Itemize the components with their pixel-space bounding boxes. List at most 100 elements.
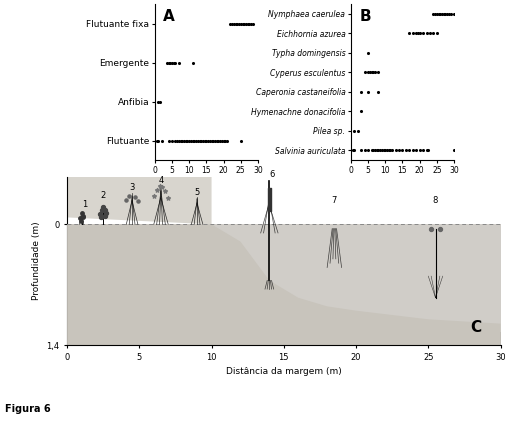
Point bbox=[150, 192, 158, 199]
Point bbox=[166, 59, 174, 66]
Polygon shape bbox=[67, 224, 501, 345]
Point bbox=[361, 69, 369, 76]
Point bbox=[378, 147, 386, 154]
Point bbox=[367, 69, 376, 76]
Point bbox=[223, 137, 231, 144]
Point bbox=[412, 30, 421, 37]
Point bbox=[206, 137, 214, 144]
Point bbox=[157, 137, 166, 144]
Point bbox=[152, 137, 160, 144]
Point bbox=[431, 11, 439, 17]
Point bbox=[173, 137, 181, 144]
Point bbox=[409, 147, 417, 154]
Polygon shape bbox=[67, 224, 501, 345]
Y-axis label: Profundidade (m): Profundidade (m) bbox=[32, 222, 41, 300]
Point bbox=[154, 98, 163, 105]
Point bbox=[379, 147, 388, 154]
Point bbox=[434, 11, 443, 17]
Point bbox=[357, 88, 365, 95]
Point bbox=[423, 30, 431, 37]
Point bbox=[183, 137, 191, 144]
Point bbox=[175, 59, 183, 66]
Point bbox=[134, 197, 142, 204]
Point bbox=[190, 137, 199, 144]
Point bbox=[364, 50, 372, 56]
Point bbox=[364, 88, 372, 95]
Point bbox=[232, 20, 240, 27]
Point bbox=[153, 187, 161, 193]
Point bbox=[214, 137, 222, 144]
Text: 6: 6 bbox=[269, 171, 275, 179]
Point bbox=[357, 147, 365, 154]
Point bbox=[125, 192, 133, 199]
Point bbox=[171, 137, 180, 144]
Point bbox=[98, 206, 106, 213]
Point bbox=[433, 30, 441, 37]
Point bbox=[101, 212, 109, 219]
Point bbox=[405, 30, 413, 37]
Point bbox=[353, 128, 362, 134]
Point bbox=[348, 147, 357, 154]
Point bbox=[185, 137, 194, 144]
Point bbox=[423, 147, 431, 154]
Point bbox=[188, 137, 197, 144]
Text: A: A bbox=[163, 9, 175, 24]
Point bbox=[219, 137, 228, 144]
Point bbox=[218, 137, 226, 144]
Point bbox=[168, 137, 176, 144]
Point bbox=[221, 137, 230, 144]
Point bbox=[357, 108, 365, 115]
Text: 3: 3 bbox=[130, 184, 135, 192]
Point bbox=[96, 210, 104, 217]
Text: Figura 6: Figura 6 bbox=[5, 404, 51, 414]
Point bbox=[440, 11, 448, 17]
Point bbox=[374, 88, 382, 95]
Point bbox=[196, 137, 204, 144]
Point bbox=[122, 197, 131, 203]
Point bbox=[424, 147, 432, 154]
Point bbox=[197, 137, 205, 144]
Point bbox=[171, 59, 180, 66]
Point bbox=[415, 30, 424, 37]
Point bbox=[373, 147, 381, 154]
Point bbox=[194, 137, 202, 144]
Point bbox=[245, 20, 253, 27]
Point bbox=[436, 225, 444, 232]
Point bbox=[192, 137, 200, 144]
Point bbox=[361, 147, 369, 154]
Point bbox=[211, 137, 219, 144]
Point bbox=[78, 212, 87, 219]
Point bbox=[433, 11, 441, 17]
Point bbox=[441, 11, 449, 17]
X-axis label: Distância da margem (m): Distância da margem (m) bbox=[153, 180, 260, 189]
Point bbox=[436, 11, 444, 17]
Point bbox=[369, 147, 377, 154]
Point bbox=[405, 147, 413, 154]
Point bbox=[230, 20, 238, 27]
Point bbox=[409, 30, 417, 37]
Point bbox=[395, 147, 403, 154]
Point bbox=[388, 147, 396, 154]
Point bbox=[182, 137, 190, 144]
Point bbox=[213, 137, 221, 144]
Point bbox=[199, 137, 207, 144]
Point bbox=[446, 11, 455, 17]
Point bbox=[102, 210, 110, 216]
Point bbox=[238, 20, 247, 27]
Point bbox=[216, 137, 224, 144]
Point bbox=[178, 137, 186, 144]
Point bbox=[247, 20, 255, 27]
Text: 8: 8 bbox=[433, 196, 438, 205]
Point bbox=[381, 147, 390, 154]
Point bbox=[369, 69, 377, 76]
Point bbox=[364, 147, 372, 154]
Point bbox=[131, 193, 139, 200]
Text: 2: 2 bbox=[101, 191, 106, 200]
Point bbox=[392, 147, 400, 154]
Point bbox=[201, 137, 209, 144]
Point bbox=[367, 147, 376, 154]
Point bbox=[415, 147, 424, 154]
X-axis label: Distância da margem (m): Distância da margem (m) bbox=[226, 368, 342, 376]
Point bbox=[429, 30, 438, 37]
Point bbox=[79, 214, 87, 221]
